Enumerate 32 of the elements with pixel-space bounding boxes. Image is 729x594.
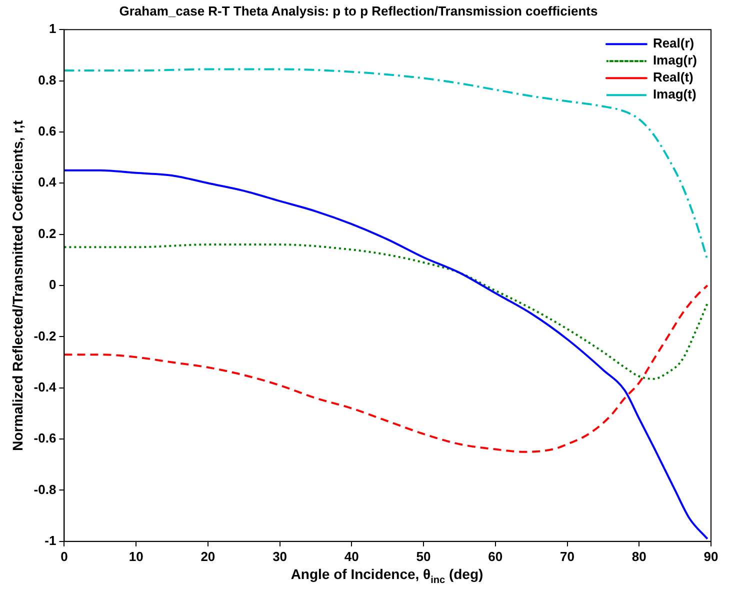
y-tick-label: 0	[48, 277, 56, 292]
legend-label: Imag(t)	[652, 86, 696, 102]
chart-title: Graham_case R-T Theta Analysis: p to p Reflection/Transmission coefficients	[119, 3, 598, 18]
x-tick-label: 80	[632, 548, 646, 564]
y-tick-label: 0.8	[38, 72, 56, 88]
x-tick-label: 20	[200, 548, 216, 564]
x-tick-label: 60	[488, 548, 503, 564]
legend-label: Imag(r)	[652, 52, 698, 68]
y-tick-label: 0.4	[38, 174, 57, 190]
y-tick-label: 0.2	[38, 226, 56, 241]
x-axis-title: Angle of Incidence, θ$_{inc}$ (deg)	[290, 566, 484, 586]
y-tick-label: -0.2	[34, 328, 56, 344]
y-tick-label: -1	[44, 532, 56, 548]
y-tick-label: 1	[48, 21, 56, 36]
x-tick-label: 30	[272, 548, 288, 564]
line-series	[64, 244, 708, 380]
x-tick-label: 70	[560, 548, 574, 564]
y-tick-label: -0.6	[34, 430, 56, 446]
x-tick-label: 0	[60, 548, 68, 564]
y-axis-title: Normalized Reflected/Transmitted Coefficients, r,t	[9, 120, 26, 451]
line-series	[64, 284, 708, 453]
line-series	[64, 169, 708, 540]
y-tick-label: 0.6	[38, 124, 56, 139]
legend-label: Real(r)	[652, 36, 694, 51]
x-tick-label: 90	[704, 548, 718, 564]
y-tick-label: -0.8	[34, 482, 56, 497]
x-tick-label: 10	[128, 548, 144, 564]
x-tick-label: 40	[344, 548, 359, 564]
y-tick-label: -0.4	[34, 379, 57, 394]
line-series	[64, 68, 708, 261]
x-tick-label: 50	[416, 548, 431, 564]
legend-label: Real(t)	[652, 70, 694, 85]
